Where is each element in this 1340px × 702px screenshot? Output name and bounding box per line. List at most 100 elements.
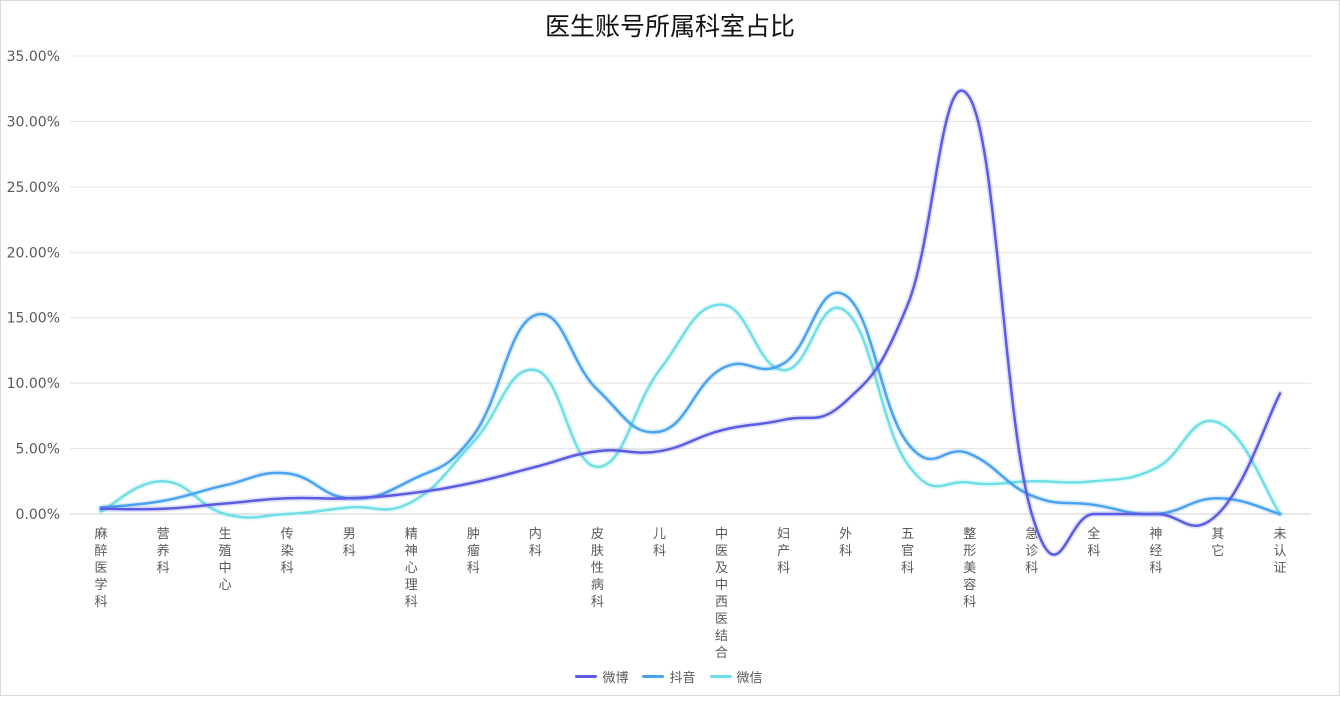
x-tick-label: 其它 — [1211, 527, 1224, 559]
data-point — [472, 434, 475, 437]
data-point — [285, 497, 289, 500]
data-point — [720, 429, 723, 432]
data-point — [161, 499, 165, 503]
data-point — [223, 502, 227, 505]
data-point — [968, 96, 971, 100]
data-point — [161, 507, 165, 510]
data-point — [285, 472, 289, 475]
data-point — [658, 449, 661, 453]
data-point — [596, 449, 599, 453]
x-tick-label: 中医及中西医结合 — [715, 527, 728, 661]
series-line — [99, 303, 1282, 519]
data-point — [720, 303, 723, 306]
x-tick-label: 生殖中心 — [219, 527, 232, 593]
y-tick-label: 5.00% — [16, 442, 60, 458]
data-point — [99, 510, 103, 513]
x-tick-label: 麻醉医学科 — [95, 527, 108, 610]
data-point — [410, 491, 413, 495]
data-point — [1092, 503, 1096, 507]
x-tick-label: 外科 — [839, 527, 852, 559]
x-tick-label: 儿科 — [653, 527, 666, 559]
y-tick-label: 25.00% — [7, 180, 60, 196]
x-tick-label: 内科 — [529, 526, 542, 559]
chart-legend: 微博 抖音 微信 — [0, 667, 1338, 686]
series-line — [99, 291, 1282, 516]
legend-label: 抖音 — [669, 671, 696, 686]
data-point — [844, 400, 847, 403]
x-tick-label: 神经科 — [1149, 527, 1162, 576]
y-tick-label: 10.00% — [7, 376, 60, 392]
data-point — [1216, 421, 1220, 424]
x-tick-label: 男科 — [343, 527, 356, 559]
x-tick-label: 五官科 — [901, 527, 914, 576]
data-point — [534, 368, 537, 372]
data-point — [1030, 494, 1033, 497]
data-point — [534, 313, 537, 317]
data-point — [1030, 480, 1033, 483]
legend-swatch — [709, 675, 732, 678]
data-point — [1092, 480, 1096, 483]
data-point — [1030, 512, 1033, 516]
data-point — [782, 418, 785, 421]
data-point — [161, 480, 165, 483]
legend-item[interactable]: 微博 — [575, 667, 628, 686]
legend-swatch — [575, 675, 598, 678]
x-tick-label: 传染科 — [281, 527, 294, 576]
data-point — [223, 484, 227, 487]
data-point — [1092, 512, 1096, 516]
x-tick-label: 精神心理科 — [405, 527, 418, 610]
data-point — [472, 481, 475, 484]
data-point — [1154, 512, 1158, 516]
data-point — [906, 303, 909, 306]
data-point — [410, 501, 413, 504]
data-point — [99, 507, 103, 510]
y-tick-label: 20.00% — [7, 245, 60, 261]
x-tick-label: 营养科 — [157, 527, 170, 576]
data-point — [596, 388, 599, 391]
data-point — [782, 368, 785, 372]
data-point — [1216, 497, 1220, 500]
data-point — [285, 512, 289, 516]
legend-label: 微信 — [736, 671, 763, 686]
data-point — [844, 309, 847, 313]
legend-swatch — [642, 675, 665, 678]
data-point — [223, 512, 227, 516]
x-tick-label: 整形美容科 — [963, 527, 976, 610]
x-tick-label: 妇产科 — [777, 526, 790, 576]
x-tick-label: 皮肤性病科 — [591, 527, 604, 610]
data-point — [1278, 512, 1282, 516]
data-point — [534, 465, 537, 469]
data-point — [906, 442, 909, 445]
data-point — [658, 368, 661, 372]
data-point — [1154, 467, 1158, 470]
data-point — [472, 440, 475, 444]
series-line-shadow — [98, 301, 1283, 521]
data-point — [968, 452, 971, 456]
data-point — [348, 497, 351, 500]
legend-item[interactable]: 抖音 — [642, 667, 696, 686]
data-point — [782, 362, 785, 365]
data-point — [844, 294, 847, 297]
data-point — [658, 430, 661, 433]
data-point — [596, 465, 599, 469]
y-tick-label: 0.00% — [16, 507, 60, 523]
chart-title: 医生账号所属科室占比 — [544, 12, 795, 41]
legend-item[interactable]: 微信 — [709, 667, 763, 686]
y-tick-label: 30.00% — [7, 114, 60, 130]
data-point — [410, 478, 413, 482]
x-tick-label: 肿瘤科 — [467, 527, 480, 576]
y-tick-label: 35.00% — [7, 49, 60, 65]
data-point — [1216, 512, 1220, 516]
x-tick-label: 未认证 — [1273, 527, 1286, 576]
x-tick-label: 急诊科 — [1025, 527, 1038, 576]
legend-label: 微博 — [602, 671, 629, 686]
data-point — [720, 367, 723, 370]
data-point — [906, 463, 909, 466]
y-tick-label: 15.00% — [7, 311, 60, 327]
x-tick-label: 全科 — [1087, 526, 1100, 559]
data-point — [1278, 392, 1282, 395]
data-point — [348, 506, 351, 509]
data-point — [968, 481, 971, 484]
